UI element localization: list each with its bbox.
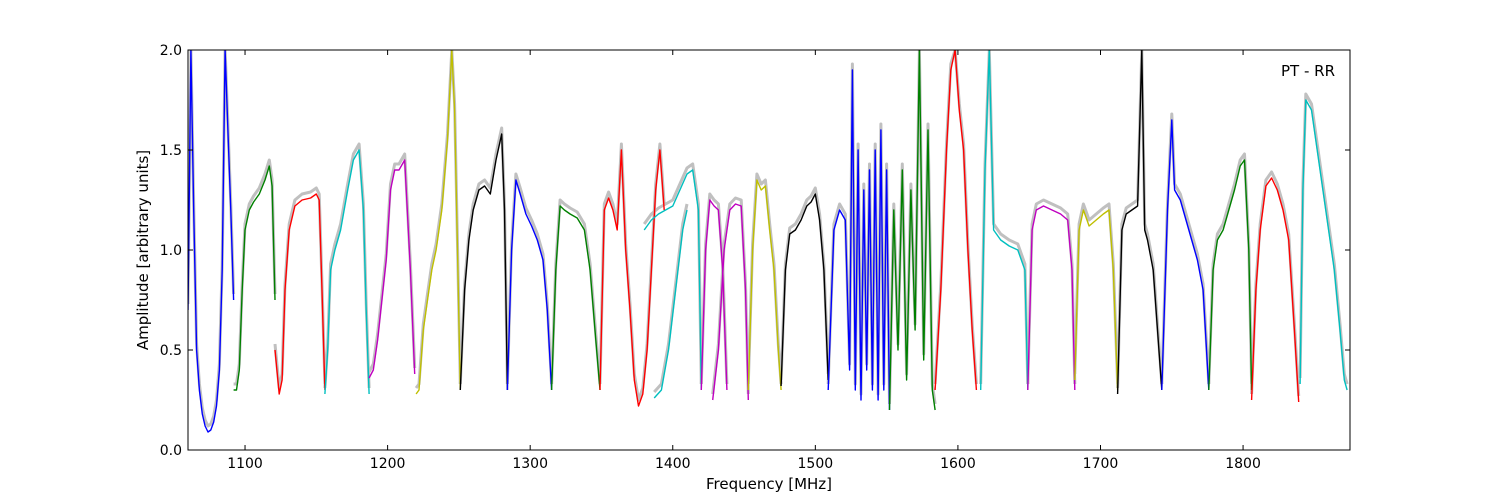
y-tick-label-3: 1.5 <box>160 143 182 159</box>
y-tick-label-0: 0.0 <box>160 443 182 459</box>
x-axis-label: Frequency [MHz] <box>706 475 832 493</box>
series-line-26 <box>1299 99 1348 391</box>
y-tick-label-2: 1.0 <box>160 243 182 259</box>
series-line-21 <box>1074 209 1119 391</box>
series-line-20 <box>1027 205 1076 391</box>
series-line-10 <box>643 169 702 391</box>
x-tick-label-3: 1400 <box>655 456 691 472</box>
series-line-2 <box>274 193 326 395</box>
series-line-14 <box>747 179 782 391</box>
y-axis-label: Amplitude [arbitrary units] <box>134 150 152 350</box>
x-tick-label-4: 1500 <box>798 456 834 472</box>
y-tick-label-4: 2.0 <box>160 43 182 59</box>
series-line-3 <box>324 149 370 395</box>
annotation-label: PT - RR <box>1281 62 1335 80</box>
series-line-25 <box>1250 177 1300 403</box>
background-series-16 <box>826 62 891 405</box>
y-tick-label-1: 0.5 <box>160 343 182 359</box>
series-line-11 <box>653 209 688 399</box>
series-line-9 <box>599 149 665 407</box>
series-line-17 <box>888 50 936 411</box>
series-line-18 <box>934 50 978 391</box>
x-tick-label-2: 1300 <box>512 456 548 472</box>
series-line-4 <box>368 159 416 379</box>
plot-area <box>188 50 1349 433</box>
series-line-1 <box>233 165 276 391</box>
series-line-15 <box>780 193 829 387</box>
series-line-22 <box>1116 50 1163 395</box>
x-tick-label-7: 1800 <box>1225 456 1261 472</box>
x-tick-label-5: 1600 <box>940 456 976 472</box>
series-line-8 <box>550 205 601 391</box>
series-line-19 <box>980 50 1029 391</box>
series-line-24 <box>1208 159 1253 391</box>
series-line-23 <box>1161 119 1210 391</box>
x-tick-label-0: 1100 <box>227 456 263 472</box>
series-line-6 <box>459 133 509 391</box>
background-series-11 <box>653 203 689 394</box>
ticks: 1100 1200 1300 1400 1500 1600 1700 1800 0.0 0.5 1.… <box>160 43 1350 472</box>
series-line-0 <box>188 50 235 433</box>
series-line-16 <box>827 69 891 411</box>
x-tick-label-6: 1700 <box>1083 456 1119 472</box>
series-line-13 <box>712 203 749 401</box>
series-line-7 <box>506 179 553 391</box>
series-line-5 <box>415 50 461 395</box>
x-tick-label-1: 1200 <box>370 456 406 472</box>
